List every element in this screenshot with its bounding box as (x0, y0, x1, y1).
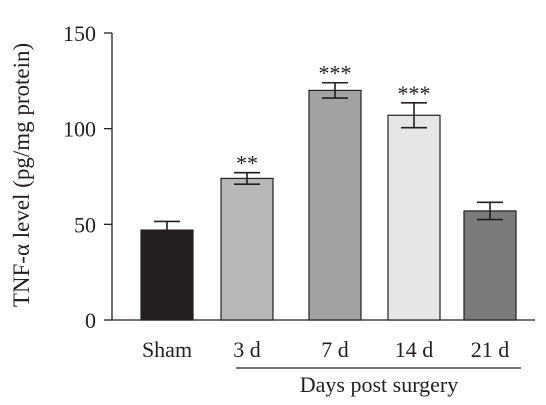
error-bar (322, 81, 348, 99)
x-tick-label: 14 d (395, 337, 434, 362)
error-bar (154, 220, 180, 240)
error-bar (401, 102, 427, 129)
bar (463, 210, 517, 321)
bar (220, 177, 274, 321)
bar (140, 229, 194, 321)
error-bar (234, 171, 260, 185)
bars (140, 81, 517, 321)
x-tick-label: Sham (142, 337, 192, 362)
bar (308, 89, 362, 321)
y-tick-label: 0 (85, 308, 96, 333)
y-tick-label: 50 (74, 212, 96, 237)
x-tick-label: 3 d (233, 337, 261, 362)
x-tick-label: 7 d (321, 337, 349, 362)
y-tick-label: 100 (63, 117, 96, 142)
bar (387, 114, 441, 321)
x-axis-label: Days post surgery (300, 372, 458, 397)
y-tick-label: 150 (63, 21, 96, 46)
significance-label: *** (398, 81, 431, 106)
significance-label: ** (236, 151, 258, 176)
labels: 0 50 100 150 Sham ** 3 d *** 7 d *** 14 d 21 d (63, 21, 509, 362)
significance-label: *** (319, 61, 352, 86)
y-axis-label: TNF-α level (pg/mg protein) (9, 43, 34, 307)
error-bar (477, 201, 503, 221)
x-tick-label: 21 d (471, 337, 510, 362)
